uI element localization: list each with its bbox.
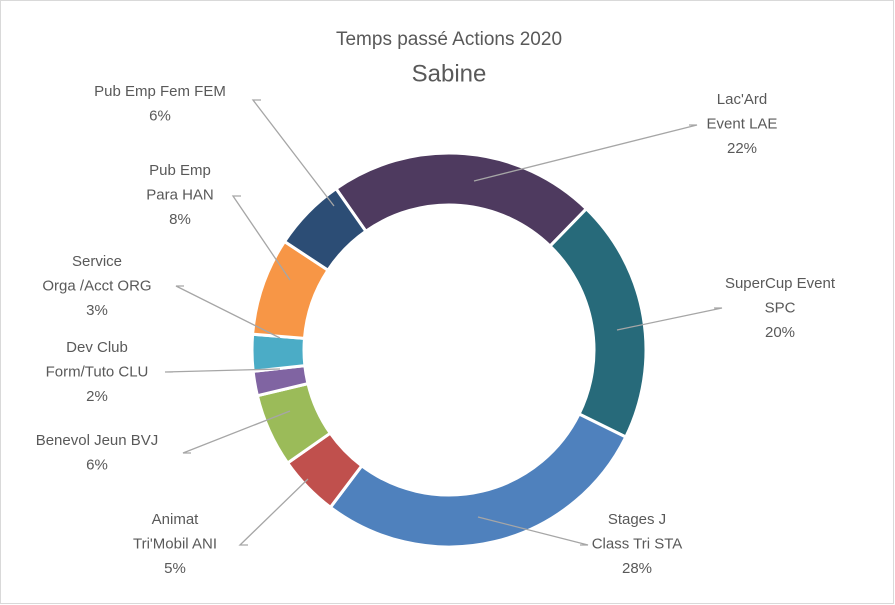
- leader-line: [473, 124, 698, 182]
- data-label-category: Stages J: [608, 511, 666, 528]
- leader-line: [164, 368, 281, 373]
- data-label-value: 20%: [765, 324, 795, 341]
- data-label-category: Orga /Acct ORG: [42, 277, 151, 294]
- data-label-value: 28%: [622, 560, 652, 577]
- data-label-category: Tri'Mobil ANI: [133, 535, 217, 552]
- leader-line: [251, 99, 335, 207]
- data-label-category: SPC: [765, 299, 796, 316]
- donut-slice: [282, 186, 368, 273]
- data-label-category: Pub Emp Fem FEM: [94, 83, 226, 100]
- donut-slice: [250, 332, 307, 373]
- data-label-value: 8%: [169, 211, 191, 228]
- data-label-category: SuperCup Event: [725, 275, 836, 292]
- chart-subtitle: Sabine: [412, 60, 487, 87]
- data-label-category: Benevol Jeun BVJ: [36, 432, 159, 449]
- data-label-category: Event LAE: [707, 115, 778, 132]
- data-label-category: Animat: [152, 511, 200, 528]
- data-label-value: 5%: [164, 560, 186, 577]
- data-label-category: Class Tri STA: [592, 535, 683, 552]
- leader-line: [616, 307, 723, 331]
- leader-line: [231, 195, 291, 281]
- data-label-category: Para HAN: [146, 186, 214, 203]
- data-label-value: 2%: [86, 388, 108, 405]
- leader-line: [238, 478, 309, 546]
- data-label-category: Dev Club: [66, 339, 128, 356]
- data-label-category: Pub Emp: [149, 162, 211, 179]
- data-label-value: 6%: [86, 456, 108, 473]
- leader-line: [182, 410, 291, 454]
- leader-line: [175, 285, 281, 339]
- data-label-category: Form/Tuto CLU: [46, 363, 149, 380]
- data-label-value: 6%: [149, 107, 171, 124]
- data-label-category: Lac'Ard: [717, 91, 767, 108]
- data-label-value: 3%: [86, 302, 108, 319]
- leader-line: [477, 516, 589, 546]
- chart-title: Temps passé Actions 2020: [336, 29, 562, 50]
- data-label-category: Service: [72, 253, 122, 270]
- data-label-value: 22%: [727, 140, 757, 157]
